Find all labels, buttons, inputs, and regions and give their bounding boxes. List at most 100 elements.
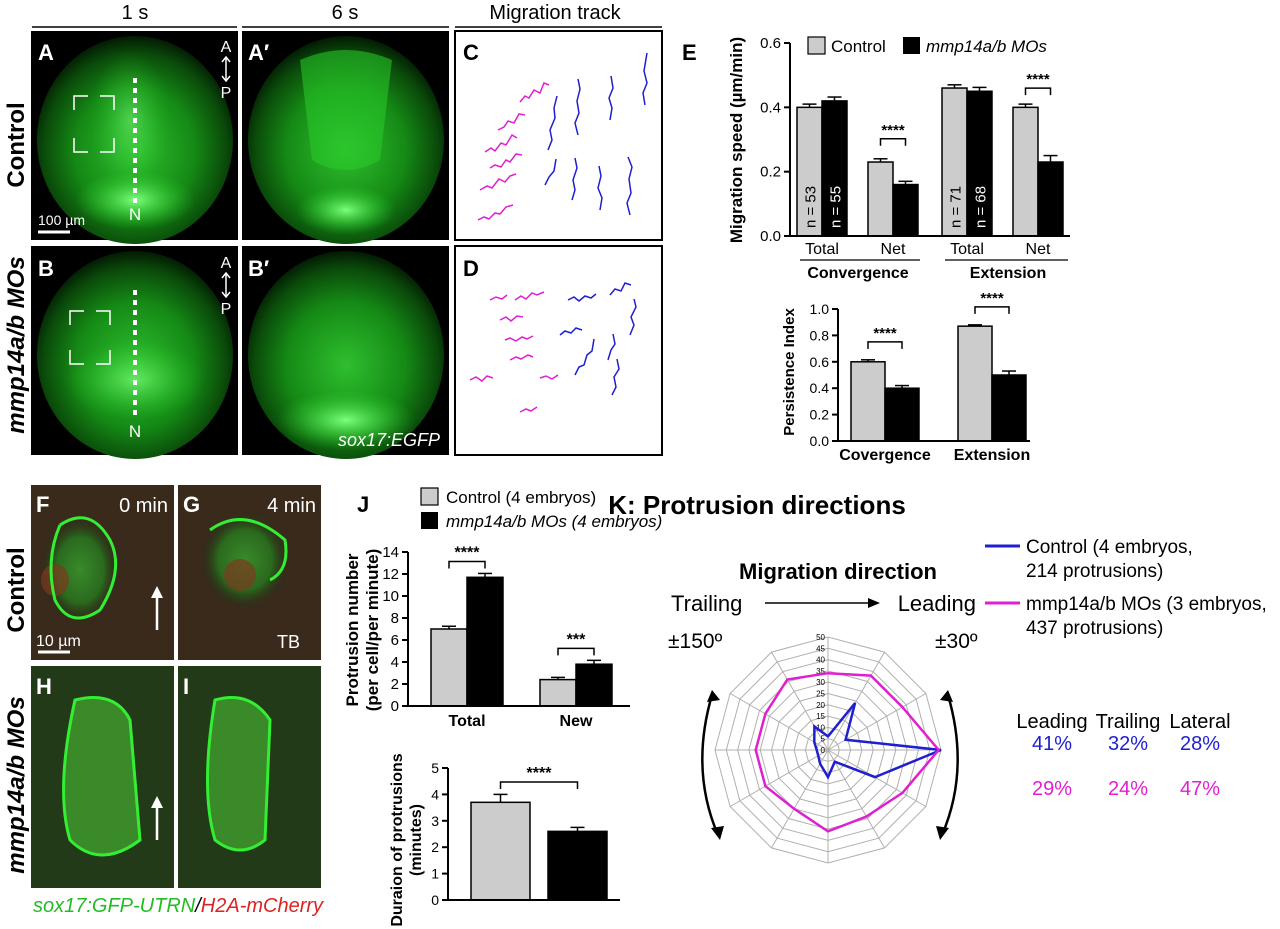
micrograph-b: B A P N [31, 246, 238, 459]
radar-legend-label: Control (4 embryos, [1026, 537, 1193, 558]
speed-sig-label: **** [1026, 71, 1050, 88]
speed-ylabel: Migration speed (µm/min) [727, 37, 746, 243]
radar-table-mo: 47% [1180, 778, 1220, 800]
micrograph-f: F 0 min 10 µm [31, 485, 174, 660]
duration-ylabel: Duraion of protrusions [389, 753, 406, 926]
micrograph-i: I [178, 666, 321, 888]
number-y-tick-label: 14 [382, 544, 399, 561]
radar-tick-label: 35 [816, 667, 825, 676]
persist-y-tick-label: 0.2 [810, 407, 830, 423]
radar-grid-spoke [729, 693, 829, 751]
radar-arc-left-heads [707, 690, 724, 840]
ap-label-a-b: A [221, 255, 232, 272]
radar-tick-label: 10 [816, 723, 825, 732]
speed-sig-label: **** [881, 122, 905, 139]
number-y-tick-label: 10 [382, 588, 399, 605]
notochord-label-a: N [129, 205, 141, 224]
number-sig-label: *** [567, 631, 586, 648]
radar-grid-spoke [827, 749, 885, 849]
radar-tick-label: 30 [816, 678, 825, 687]
caption-red: H2A-mCherry [201, 895, 324, 917]
duration-sig-bracket [499, 781, 579, 789]
number-legend-label: mmp14a/b MOs (4 embryos) [446, 512, 662, 531]
radar-tick-label: 20 [816, 701, 825, 710]
number-bar [430, 628, 468, 707]
number-sig-bracket [557, 647, 595, 656]
panel-letter-g: G [183, 492, 200, 517]
speed-legend-swatch [903, 37, 920, 54]
radar-tick-label: 40 [816, 656, 825, 665]
speed-group-label: Convergence [807, 265, 908, 282]
radar-table-header: Trailing [1096, 711, 1161, 733]
track-panel-c: C [454, 30, 663, 241]
speed-sig-bracket [1024, 87, 1052, 96]
time-label-4min: 4 min [267, 495, 316, 517]
panel-letter-a: A [38, 40, 54, 65]
speed-bar [966, 90, 993, 237]
track-panel-d: D [454, 245, 663, 456]
panel-letter-b: B [38, 256, 54, 281]
ap-label-p: P [221, 85, 232, 102]
duration-bar [470, 801, 531, 901]
persist-y-tick-label: 1.0 [810, 301, 830, 317]
number-sig-label: **** [455, 544, 481, 561]
persist-y-tick-label: 0.8 [810, 327, 830, 343]
micrograph-g: G 4 min TB [151, 485, 321, 660]
speed-category-label: Total [950, 241, 984, 258]
number-y-tick-label: 6 [391, 632, 399, 649]
duration-y-tick-label: 4 [431, 786, 439, 802]
radar-arc-right [940, 694, 959, 836]
radar-legend-label: mmp14a/b MOs (3 embryos, [1026, 594, 1267, 615]
radar-table-header: Leading [1016, 711, 1087, 733]
speed-n-label: n = 68 [973, 186, 990, 228]
radar-series-control [813, 702, 942, 780]
panel-letter-d: D [463, 256, 479, 281]
radar-arc-left [701, 694, 720, 836]
speed-category-label: Total [805, 241, 839, 258]
row-label-mo-top: mmp14a/b MOs [3, 256, 30, 433]
radar-tick-label: 15 [816, 712, 825, 721]
persist-sig-label: **** [873, 325, 897, 342]
number-sig-bracket [448, 560, 486, 569]
radar-tick-label: 5 [821, 735, 826, 744]
persist-category-label: Covergence [839, 447, 931, 464]
scalebar-10um: 10 µm [36, 633, 81, 650]
radar-table-control: 28% [1180, 733, 1220, 755]
radar-subtitle: Migration direction [739, 559, 937, 584]
speed-bar [1012, 106, 1039, 237]
speed-legend-swatch [807, 36, 826, 55]
persist-bar [991, 374, 1027, 442]
speed-sig-bracket [879, 138, 907, 146]
number-legend-label: Control (4 embryos) [446, 488, 596, 507]
chart-migration-speed: 0.0 0.2 0.4 0.6 Migration speed (µm/min) Tota… [727, 35, 1070, 282]
radar-grid-spoke [827, 749, 927, 807]
persist-sig-label: **** [980, 290, 1004, 307]
chart-persistence-index: 0.0 0.2 0.4 0.6 0.8 1.0 Persistence Index Cover… [781, 290, 1030, 464]
radar-title: K: Protrusion directions [608, 490, 906, 520]
duration-y-tick-label: 2 [431, 839, 439, 855]
persist-sig-bracket [867, 341, 903, 349]
panel-letter-j: J [357, 492, 369, 517]
number-bar [575, 663, 613, 707]
micrograph-a-prime: A′ [242, 31, 449, 244]
scalebar-100um: 100 µm [38, 212, 85, 228]
persist-y-tick-label: 0.4 [810, 380, 830, 396]
panel-letter-e: E [682, 40, 697, 65]
transgene-label: sox17:EGFP [338, 430, 440, 450]
speed-bar [1037, 161, 1064, 237]
radar-grid-spoke [827, 651, 885, 751]
col-header-1s: 1 s [122, 2, 149, 24]
caption-green: sox17:GFP-UTRN [33, 895, 196, 917]
speed-y-tick-label: 0.6 [760, 35, 781, 52]
duration-y-tick-label: 3 [431, 813, 439, 829]
radar-series-mo [754, 671, 941, 833]
notochord-label-b: N [129, 422, 141, 441]
duration-y-tick-label: 0 [431, 892, 439, 908]
speed-y-tick-label: 0.2 [760, 164, 781, 181]
radar-tick-label: 50 [816, 633, 825, 642]
panel-letter-a-prime: A′ [248, 40, 269, 65]
radar-legend-label: 437 protrusions) [1026, 618, 1163, 639]
radar-table-control: 32% [1108, 733, 1148, 755]
speed-category-label: Net [1026, 241, 1051, 258]
duration-ylabel: (minutes) [408, 804, 425, 876]
